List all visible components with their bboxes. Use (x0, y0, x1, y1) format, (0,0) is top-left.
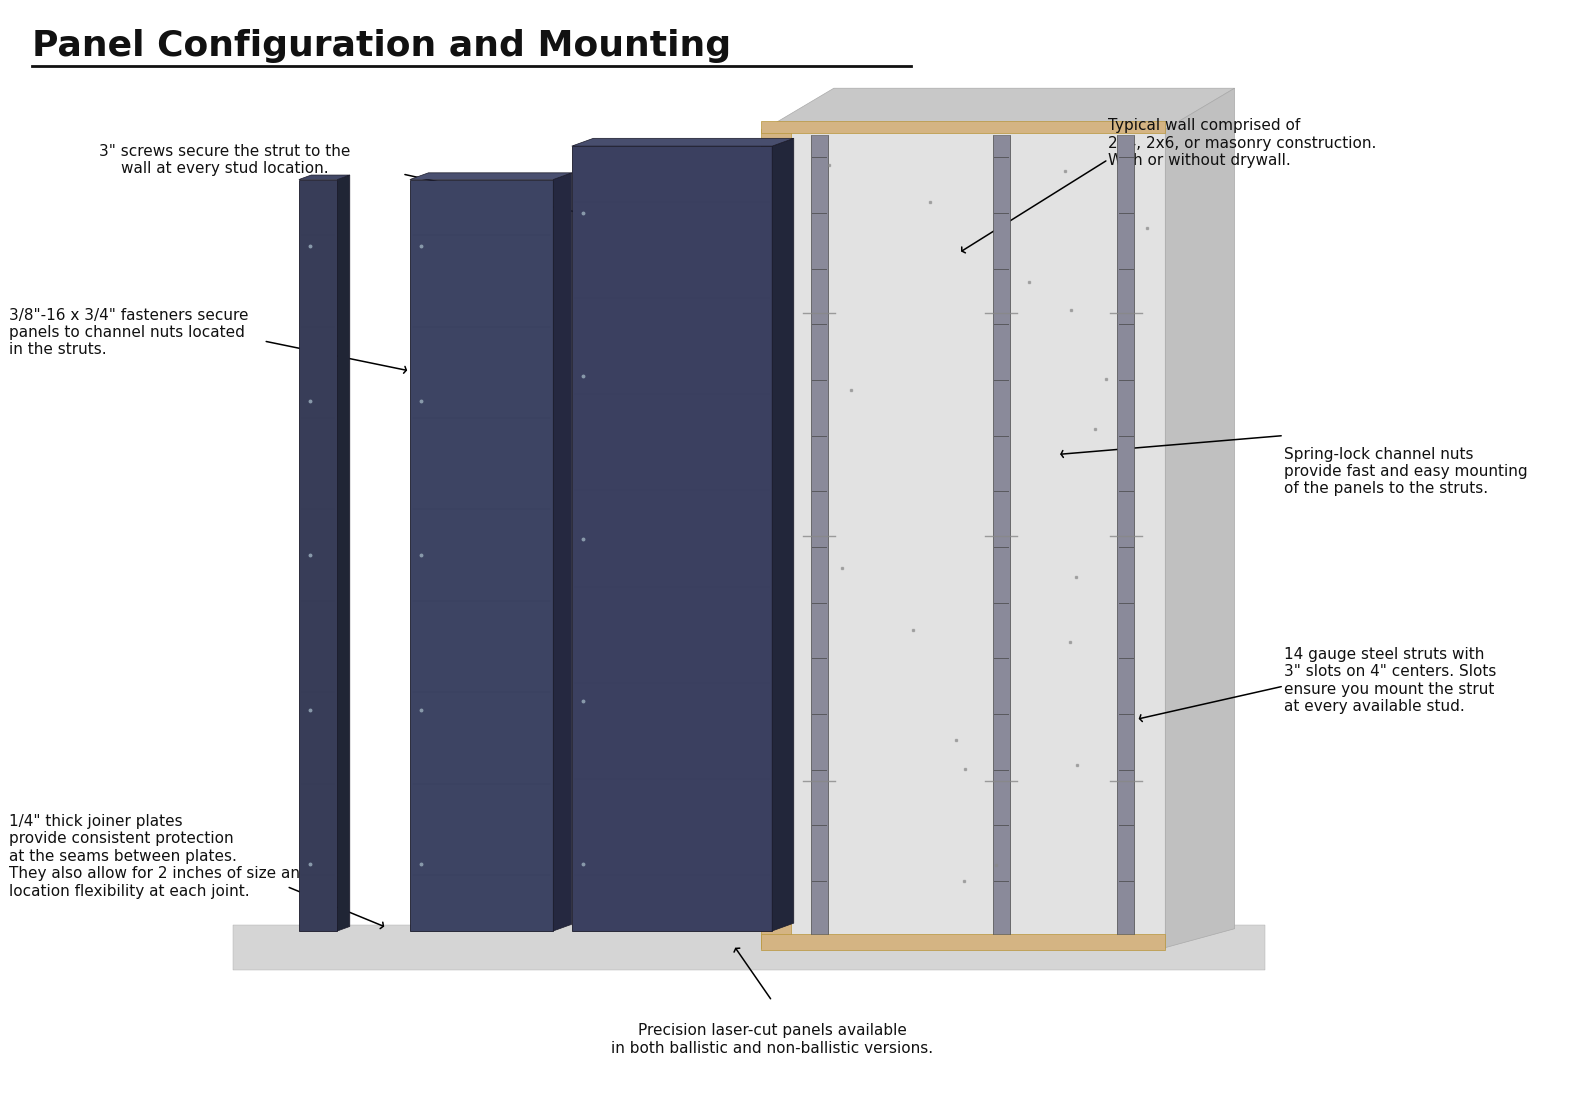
Text: Precision laser-cut panels available
in both ballistic and non-ballistic version: Precision laser-cut panels available in … (611, 1023, 933, 1056)
Polygon shape (764, 129, 1166, 947)
Polygon shape (764, 88, 1234, 129)
Polygon shape (410, 173, 571, 180)
Text: 3/8"-16 x 3/4" fasteners secure
panels to channel nuts located
in the struts.: 3/8"-16 x 3/4" fasteners secure panels t… (9, 308, 248, 357)
Text: 14 gauge steel struts with
3" slots on 4" centers. Slots
ensure you mount the st: 14 gauge steel struts with 3" slots on 4… (1285, 647, 1497, 714)
Polygon shape (992, 135, 1009, 934)
Polygon shape (810, 135, 827, 934)
Text: 3" screws secure the strut to the
wall at every stud location.: 3" screws secure the strut to the wall a… (100, 144, 351, 176)
Polygon shape (761, 934, 1166, 950)
Polygon shape (571, 146, 772, 931)
Polygon shape (299, 180, 337, 931)
Polygon shape (410, 180, 554, 931)
Text: 1/4" thick joiner plates
provide consistent protection
at the seams between plat: 1/4" thick joiner plates provide consist… (9, 814, 310, 898)
Polygon shape (554, 173, 571, 931)
Polygon shape (299, 175, 350, 180)
Text: Spring-lock channel nuts
provide fast and easy mounting
of the panels to the str: Spring-lock channel nuts provide fast an… (1285, 446, 1528, 497)
Text: Typical wall comprised of
2x4, 2x6, or masonry construction.
With or without dry: Typical wall comprised of 2x4, 2x6, or m… (1109, 118, 1376, 169)
Polygon shape (337, 175, 350, 931)
Polygon shape (571, 138, 794, 146)
Polygon shape (772, 138, 794, 931)
Polygon shape (1117, 135, 1134, 934)
Text: Panel Configuration and Mounting: Panel Configuration and Mounting (32, 29, 731, 64)
Polygon shape (1166, 88, 1234, 947)
Polygon shape (233, 925, 1266, 970)
Polygon shape (761, 121, 1166, 133)
Polygon shape (761, 129, 791, 947)
